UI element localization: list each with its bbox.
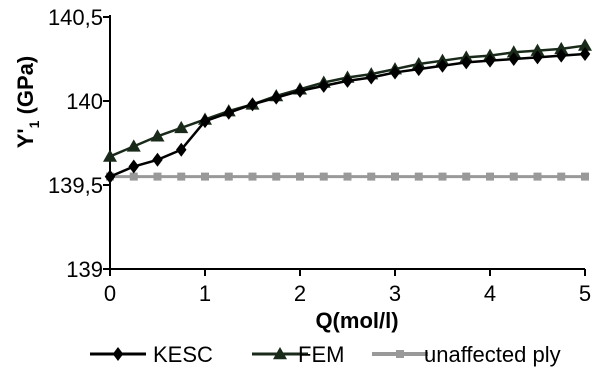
x-tick-label: 4 — [484, 281, 496, 306]
data-point — [199, 114, 211, 129]
data-point — [438, 172, 447, 181]
y-tick-label: 140,5 — [48, 5, 103, 30]
data-point — [578, 38, 592, 51]
y-tick-label: 140 — [66, 89, 103, 114]
y-tick-label: 139,5 — [48, 173, 103, 198]
data-point — [556, 48, 567, 63]
data-point — [506, 45, 521, 58]
data-point — [176, 142, 187, 157]
data-point — [530, 43, 545, 56]
data-point — [272, 172, 281, 181]
legend-item-unaffected-ply: unaffected ply — [372, 342, 561, 367]
data-point — [224, 172, 233, 181]
data-point — [342, 73, 353, 88]
legend-item-kesc: KESC — [90, 342, 213, 367]
data-point — [152, 152, 163, 167]
data-point — [391, 172, 399, 181]
legend-label: unaffected ply — [424, 342, 561, 367]
data-point — [389, 65, 401, 80]
series-unaffected-ply — [106, 172, 589, 181]
data-point — [486, 172, 494, 181]
legend-marker — [396, 350, 404, 358]
data-point — [150, 129, 165, 142]
x-tick-label: 1 — [199, 281, 211, 306]
data-point — [509, 172, 518, 181]
x-tick-label: 0 — [104, 281, 116, 306]
y-axis-title-unit: (GPa) — [13, 56, 38, 121]
legend-item-fem: FEM — [252, 342, 344, 367]
legend-label: FEM — [298, 342, 344, 367]
series-kesc — [104, 46, 591, 184]
data-point — [343, 172, 352, 181]
data-point — [294, 83, 306, 98]
data-point — [129, 172, 138, 181]
data-point — [248, 172, 257, 181]
data-point — [174, 120, 189, 134]
data-point — [532, 50, 543, 65]
data-point — [579, 46, 591, 61]
legend: KESC FEM unaffected ply — [90, 342, 561, 367]
data-point — [554, 41, 569, 55]
x-axis-title: Q(mol/l) — [315, 308, 398, 333]
data-point — [103, 149, 117, 162]
y-axis-title-sub: 1 — [26, 120, 42, 128]
data-point — [223, 105, 234, 120]
data-point — [153, 172, 162, 181]
data-point — [461, 55, 472, 70]
data-point — [177, 172, 186, 181]
legend-label: KESC — [153, 342, 213, 367]
data-point — [366, 70, 377, 85]
data-point — [581, 172, 589, 181]
data-point — [296, 172, 304, 181]
plot-area: 139 139,5 140 140,5 0 1 2 3 4 5 — [48, 5, 592, 306]
svg-text:Y'1 (GPa): Y'1 (GPa) — [13, 56, 42, 149]
x-tick-label: 5 — [579, 281, 591, 306]
legend-marker — [273, 347, 287, 360]
data-point — [437, 58, 448, 73]
legend-marker — [112, 347, 124, 361]
data-point — [126, 139, 141, 152]
x-tick-label: 3 — [389, 281, 401, 306]
y-tick-label: 139 — [66, 257, 103, 282]
y-axis-title-main: Y' — [13, 128, 38, 148]
y-axis-title: Y'1 (GPa) — [13, 56, 42, 149]
series-fem — [103, 38, 592, 162]
data-point — [319, 172, 328, 181]
data-point — [271, 90, 282, 105]
data-point — [247, 97, 258, 112]
data-point — [508, 52, 519, 66]
data-point — [414, 172, 423, 181]
x-tick-label: 2 — [294, 281, 306, 306]
data-point — [201, 172, 209, 181]
data-point — [462, 172, 471, 181]
data-point — [484, 53, 496, 68]
data-point — [557, 172, 566, 181]
data-point — [367, 172, 376, 181]
data-point — [533, 172, 542, 181]
data-point — [413, 62, 424, 77]
data-point — [128, 159, 139, 174]
data-point — [318, 78, 329, 93]
data-point — [104, 169, 116, 184]
